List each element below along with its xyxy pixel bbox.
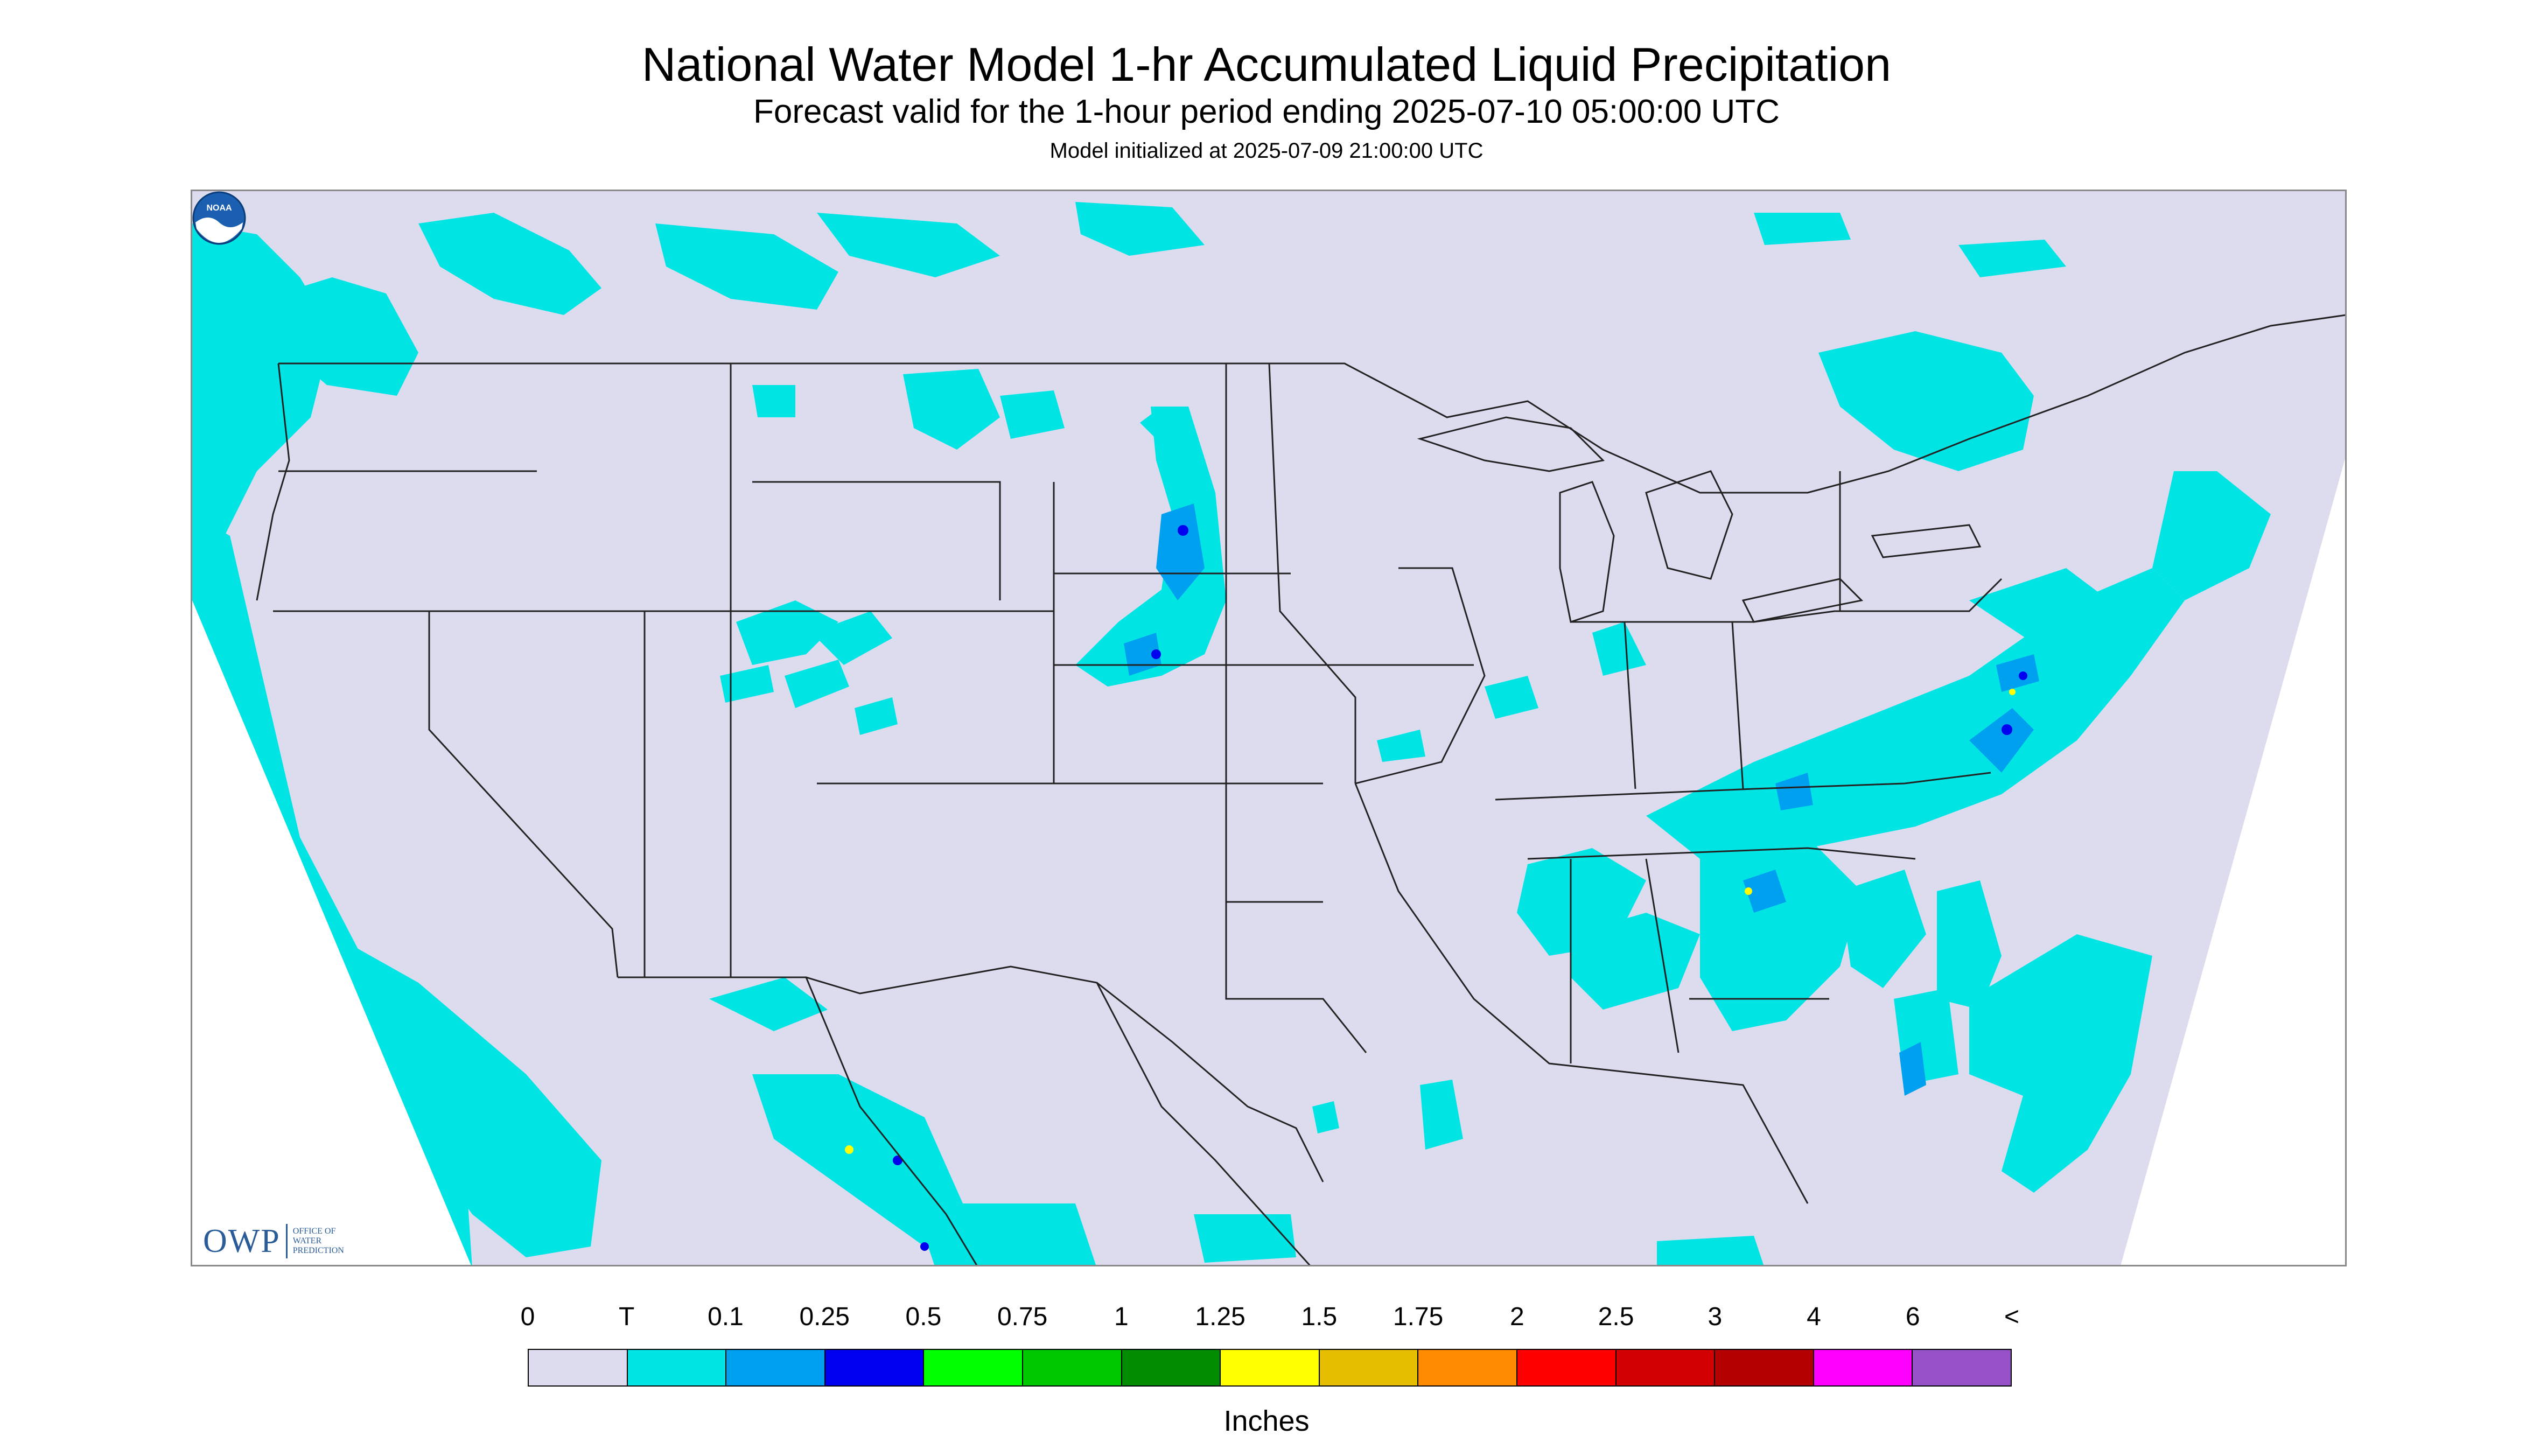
- precip-legend-colorbar: [528, 1349, 2012, 1387]
- owp-logo-text: OFFICE OF WATER PREDICTION: [293, 1227, 368, 1256]
- precip-moderate-areas: [893, 525, 2027, 1251]
- legend-swatch: [1122, 1350, 1221, 1385]
- legend-tick-label: 1.25: [1195, 1303, 1245, 1331]
- legend-tick-label: 2.5: [1598, 1303, 1634, 1331]
- legend-tick-label: T: [619, 1303, 635, 1331]
- owp-logo: OWP OFFICE OF WATER PREDICTION: [203, 1220, 368, 1263]
- legend-swatch: [1517, 1350, 1617, 1385]
- legend-swatch: [1715, 1350, 1814, 1385]
- legend-tick-label: <: [2004, 1303, 2020, 1331]
- legend-swatch: [1418, 1350, 1517, 1385]
- legend-tick-label: 0.25: [799, 1303, 850, 1331]
- legend-swatch: [1319, 1350, 1419, 1385]
- legend-tick-label: 0.1: [708, 1303, 744, 1331]
- map-canvas: [192, 191, 2345, 1265]
- legend-tick-label: 1.5: [1301, 1303, 1338, 1331]
- legend-tick-label: 6: [1905, 1303, 1920, 1331]
- map-title: National Water Model 1-hr Accumulated Li…: [641, 38, 1892, 91]
- svg-text:NOAA: NOAA: [206, 204, 232, 213]
- legend-swatch: [1913, 1350, 2011, 1385]
- legend-tick-label: 0: [520, 1303, 535, 1331]
- legend-tick-label: 0.5: [905, 1303, 942, 1331]
- owp-logo-line-2: WATER: [292, 1236, 322, 1245]
- legend-swatch: [627, 1350, 727, 1385]
- legend-swatch: [1023, 1350, 1122, 1385]
- precip-trace-areas: [192, 202, 2271, 1265]
- legend-tick-label: 1: [1114, 1303, 1129, 1331]
- legend-tick-label: 2: [1509, 1303, 1524, 1331]
- legend-swatch: [1616, 1350, 1716, 1385]
- precip-heavy-areas: [845, 689, 2016, 1154]
- legend-swatch: [825, 1350, 925, 1385]
- map-subtitle: Forecast valid for the 1-hour period end…: [753, 93, 1780, 130]
- outside-domain-left: [192, 600, 471, 1265]
- legend-swatch: [726, 1350, 825, 1385]
- legend-swatch: [1221, 1350, 1320, 1385]
- legend-tick-label: 1.75: [1393, 1303, 1444, 1331]
- legend-tick-label: 0.75: [997, 1303, 1048, 1331]
- great-lakes: [1417, 416, 1982, 623]
- precipitation-map: OWP OFFICE OF WATER PREDICTION NOAA: [191, 190, 2347, 1266]
- political-boundaries: [256, 314, 2345, 1265]
- owp-logo-divider: [285, 1224, 288, 1258]
- legend-swatch: [924, 1350, 1023, 1385]
- owp-logo-mark: OWP: [203, 1222, 281, 1259]
- legend-swatch: [1814, 1350, 1913, 1385]
- model-init-text: Model initialized at 2025-07-09 21:00:00…: [1049, 139, 1484, 163]
- owp-logo-line-3: PREDICTION: [292, 1246, 344, 1255]
- legend-swatch: [529, 1350, 628, 1385]
- noaa-logo-icon: NOAA: [192, 191, 246, 245]
- legend-tick-label: 4: [1807, 1303, 1821, 1331]
- legend-units: Inches: [1223, 1405, 1310, 1437]
- owp-logo-line-1: OFFICE OF: [292, 1227, 336, 1236]
- legend-tick-label: 3: [1708, 1303, 1723, 1331]
